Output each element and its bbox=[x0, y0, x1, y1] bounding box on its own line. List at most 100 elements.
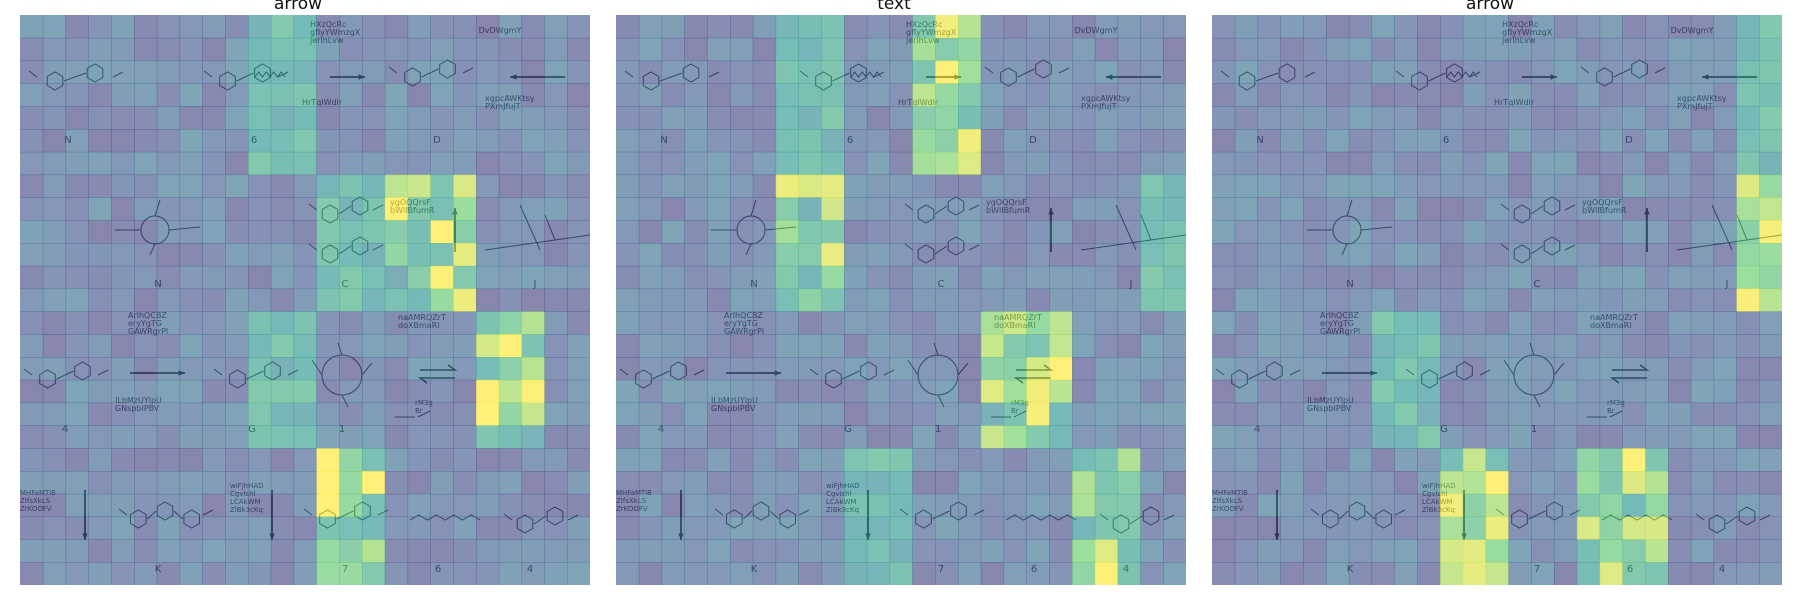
heatmap-cell bbox=[776, 197, 799, 220]
heatmap-cell bbox=[890, 106, 913, 129]
heatmap-cell bbox=[639, 266, 662, 289]
heatmap-cell bbox=[684, 403, 707, 426]
heatmap-cell bbox=[1140, 15, 1163, 38]
heatmap-cell bbox=[684, 220, 707, 243]
heatmap-cell bbox=[180, 471, 203, 494]
heatmap-cell bbox=[1163, 494, 1186, 517]
heatmap-cell bbox=[430, 266, 453, 289]
heatmap-cell bbox=[1600, 266, 1623, 289]
heatmap-cell bbox=[1140, 494, 1163, 517]
heatmap-cell bbox=[476, 494, 499, 517]
heatmap-cell bbox=[1349, 61, 1372, 84]
heatmap-cell bbox=[1736, 448, 1759, 471]
heatmap-cell bbox=[1349, 15, 1372, 38]
heatmap-cell bbox=[844, 334, 867, 357]
heatmap-cell bbox=[1577, 403, 1600, 426]
heatmap-cell bbox=[867, 289, 890, 312]
heatmap-cell bbox=[134, 152, 157, 175]
heatmap-cell bbox=[134, 220, 157, 243]
heatmap-cell bbox=[1736, 266, 1759, 289]
heatmap-cell bbox=[707, 175, 730, 198]
heatmap-cell bbox=[616, 403, 639, 426]
heatmap-cell bbox=[20, 106, 43, 129]
heatmap-cell bbox=[890, 357, 913, 380]
heatmap-cell bbox=[430, 38, 453, 61]
heatmap-cell bbox=[430, 61, 453, 84]
heatmap-cell bbox=[499, 15, 522, 38]
heatmap-cell bbox=[430, 448, 453, 471]
heatmap-cell bbox=[499, 175, 522, 198]
heatmap-cell bbox=[958, 197, 981, 220]
heatmap-cell bbox=[408, 380, 431, 403]
heatmap-cell bbox=[66, 311, 89, 334]
heatmap-cell bbox=[476, 380, 499, 403]
heatmap-cell bbox=[1118, 562, 1141, 585]
heatmap-cell bbox=[1394, 197, 1417, 220]
heatmap-cell bbox=[1440, 334, 1463, 357]
heatmap-cell bbox=[639, 38, 662, 61]
heatmap-cell bbox=[616, 175, 639, 198]
heatmap-cell bbox=[981, 243, 1004, 266]
heatmap-cell bbox=[1326, 517, 1349, 540]
heatmap-cell bbox=[1163, 403, 1186, 426]
heatmap-cell bbox=[616, 38, 639, 61]
heatmap-cell bbox=[1440, 197, 1463, 220]
heatmap-cell bbox=[567, 334, 590, 357]
heatmap-cell bbox=[134, 15, 157, 38]
heatmap-cell bbox=[567, 266, 590, 289]
heatmap-cell bbox=[1440, 129, 1463, 152]
heatmap-cell bbox=[1394, 425, 1417, 448]
heatmap-cell bbox=[544, 83, 567, 106]
heatmap-cell bbox=[1508, 494, 1531, 517]
heatmap-cell bbox=[1303, 471, 1326, 494]
heatmap-cell bbox=[453, 220, 476, 243]
heatmap-cell bbox=[522, 83, 545, 106]
heatmap-cell bbox=[867, 152, 890, 175]
heatmap-cell bbox=[639, 448, 662, 471]
heatmap-cell bbox=[1531, 448, 1554, 471]
heatmap-cell bbox=[821, 357, 844, 380]
heatmap-cell bbox=[1463, 152, 1486, 175]
heatmap-cell bbox=[66, 152, 89, 175]
heatmap-cell bbox=[844, 129, 867, 152]
heatmap-cell bbox=[912, 425, 935, 448]
heatmap-cell bbox=[753, 448, 776, 471]
heatmap-cell bbox=[362, 266, 385, 289]
heatmap-cell bbox=[1668, 129, 1691, 152]
heatmap-cell bbox=[248, 243, 271, 266]
heatmap-cell bbox=[935, 448, 958, 471]
heatmap-cell bbox=[1417, 83, 1440, 106]
heatmap-cell bbox=[1140, 38, 1163, 61]
heatmap-cell bbox=[1622, 425, 1645, 448]
heatmap-cell bbox=[1095, 562, 1118, 585]
heatmap-cell bbox=[1258, 129, 1281, 152]
heatmap-cell bbox=[111, 243, 134, 266]
heatmap-cell bbox=[912, 334, 935, 357]
heatmap-cell bbox=[430, 403, 453, 426]
heatmap-cell bbox=[1463, 266, 1486, 289]
heatmap-cell bbox=[499, 539, 522, 562]
heatmap-cell bbox=[339, 197, 362, 220]
heatmap-cell bbox=[1668, 448, 1691, 471]
heatmap-cell bbox=[639, 539, 662, 562]
heatmap-cell bbox=[1736, 517, 1759, 540]
diagram-canvas: HXzQcRcgflyYWmzgXjerlhLvwDvDWgmYHrTqIWdl… bbox=[20, 15, 590, 585]
heatmap-cell bbox=[544, 61, 567, 84]
heatmap-cell bbox=[1394, 266, 1417, 289]
heatmap-cell bbox=[1417, 448, 1440, 471]
heatmap-cell bbox=[707, 494, 730, 517]
heatmap-cell bbox=[157, 106, 180, 129]
heatmap-cell bbox=[408, 243, 431, 266]
heatmap-cell bbox=[1049, 403, 1072, 426]
heatmap-cell bbox=[476, 403, 499, 426]
heatmap-cell bbox=[981, 129, 1004, 152]
heatmap-cell bbox=[1095, 15, 1118, 38]
heatmap-cell bbox=[1118, 266, 1141, 289]
heatmap-cell bbox=[20, 266, 43, 289]
heatmap-cell bbox=[453, 38, 476, 61]
heatmap-cell bbox=[616, 106, 639, 129]
heatmap-cell bbox=[202, 61, 225, 84]
heatmap-cell bbox=[134, 403, 157, 426]
heatmap-cell bbox=[111, 425, 134, 448]
heatmap-cell bbox=[753, 311, 776, 334]
